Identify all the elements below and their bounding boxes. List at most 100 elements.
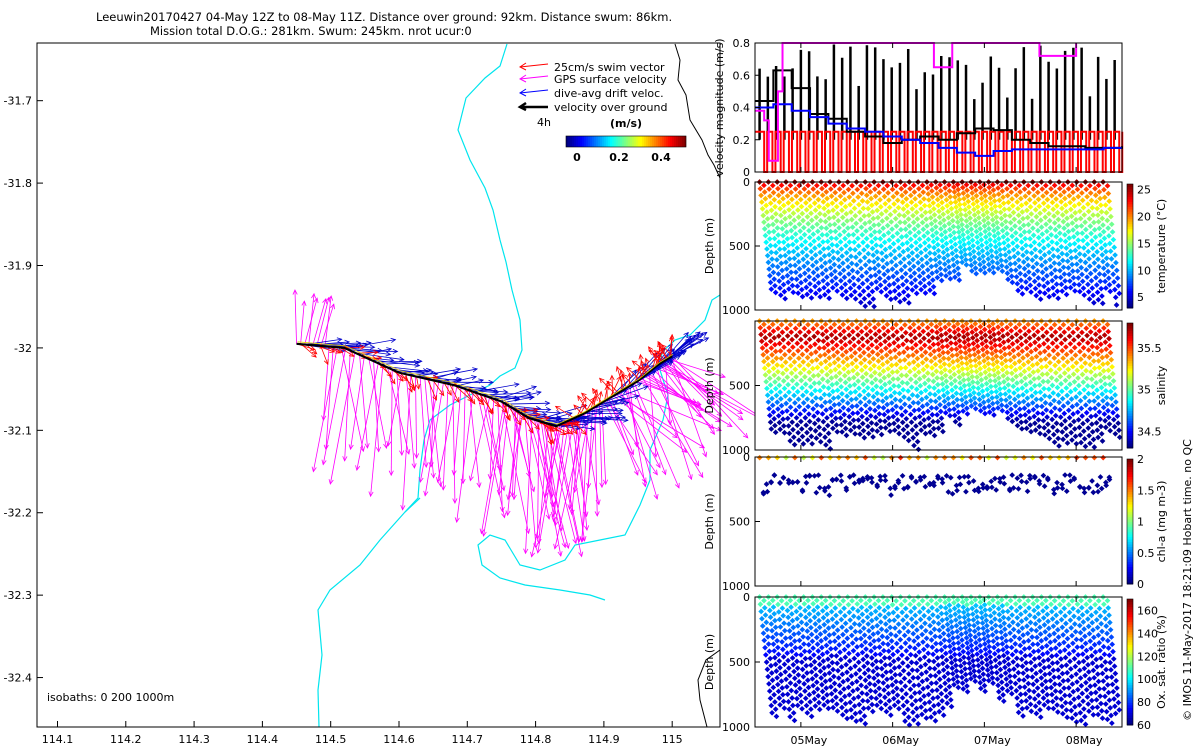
profile-sample	[1002, 218, 1009, 225]
legend-label: velocity over ground	[554, 101, 667, 114]
drift-vector	[695, 331, 701, 337]
gps-surface-vector	[657, 364, 761, 419]
profile-sample	[844, 218, 850, 224]
profile-sample	[949, 217, 956, 224]
colorbar-cell	[658, 136, 661, 147]
profile-sample	[928, 220, 935, 227]
profile-sample	[1062, 195, 1068, 202]
gps-surface-vector	[681, 447, 688, 453]
profile-sample	[843, 288, 849, 295]
profile-sample	[835, 256, 842, 263]
colorbar-tick: 0	[573, 151, 581, 164]
profile-sample	[1026, 228, 1033, 235]
profile-sample	[760, 212, 767, 219]
profile-sample	[1034, 182, 1040, 189]
profile-sample	[816, 203, 822, 210]
profile-sample	[764, 216, 771, 222]
profile-sample	[840, 182, 847, 189]
profile-sample	[978, 190, 984, 196]
gps-surface-vector	[535, 547, 541, 554]
profile-sample	[866, 292, 872, 299]
gps-surface-vector	[511, 494, 517, 501]
profile-sample	[940, 211, 947, 218]
profile-sample	[846, 271, 852, 277]
profile-sample	[771, 196, 778, 203]
swim-vector	[573, 404, 583, 415]
profile-sample	[1029, 257, 1036, 263]
profile-sample	[848, 216, 855, 223]
drift-vector	[469, 390, 499, 394]
gps-surface-vector	[627, 387, 646, 487]
y-tick-label: -32	[14, 342, 32, 355]
profile-sample	[818, 256, 824, 263]
profile-sample	[842, 281, 849, 288]
profile-sample	[919, 182, 926, 189]
profile-sample	[841, 189, 847, 196]
profile-sample	[943, 191, 949, 197]
profile-sample	[772, 289, 779, 296]
gps-surface-vector	[674, 482, 680, 489]
profile-sample	[858, 182, 864, 189]
profile-sample	[821, 291, 828, 298]
colorbar-cell	[622, 136, 625, 147]
profile-sample	[783, 229, 790, 235]
profile-sample	[892, 215, 899, 222]
colorbar-cell	[570, 136, 573, 147]
drift-vector	[455, 367, 462, 373]
profile-sample	[769, 214, 776, 221]
profile-sample	[799, 293, 806, 300]
drift-vector	[581, 400, 626, 416]
profile-sample	[783, 259, 789, 266]
y-tick-label: 0	[743, 451, 750, 464]
profile-sample	[805, 189, 812, 196]
profile-sample	[966, 204, 972, 210]
profile-sample	[825, 245, 832, 251]
profile-sample	[991, 227, 997, 234]
profile-sample	[837, 239, 844, 245]
profile-sample	[1056, 223, 1062, 230]
profile-sample	[981, 217, 987, 224]
swim-vector	[493, 398, 507, 413]
profile-sample	[1063, 245, 1070, 251]
profile-sample	[1053, 281, 1060, 288]
swim-vector	[657, 340, 663, 347]
gps-surface-vector	[424, 378, 435, 478]
profile-sample	[780, 232, 786, 239]
profile-sample	[995, 185, 1001, 191]
colorbar-cell	[592, 136, 595, 147]
profile-sample	[761, 226, 768, 232]
profile-sample	[982, 192, 989, 199]
profile-sample	[976, 220, 983, 227]
swim-vector	[355, 351, 378, 354]
profile-sample	[971, 254, 978, 260]
profile-sample	[1008, 189, 1015, 196]
profile-sample	[818, 224, 825, 231]
x-tick-label: 114.5	[315, 733, 347, 746]
swim-vector	[469, 390, 485, 406]
gps-surface-vector	[405, 374, 415, 469]
profile-sample	[988, 200, 994, 207]
swim-vector	[446, 390, 452, 396]
profile-sample	[961, 241, 968, 248]
colorbar-tick: 34.5	[1137, 425, 1162, 438]
profile-sample	[951, 189, 958, 195]
swim-vector	[405, 373, 413, 393]
y-tick-label: 500	[729, 380, 750, 393]
profile-sample	[1040, 238, 1046, 244]
profile-sample	[828, 235, 835, 241]
gps-surface-vector	[672, 433, 678, 439]
gps-surface-vector	[481, 531, 487, 537]
profile-sample	[1018, 277, 1024, 284]
profile-sample	[906, 223, 913, 229]
profile-sample	[843, 242, 849, 249]
gps-surface-vector	[454, 517, 460, 524]
profile-sample	[1025, 182, 1032, 189]
profile-sample	[904, 239, 910, 246]
y-tick-label: -31.8	[4, 177, 32, 190]
profile-sample	[952, 241, 959, 248]
profile-sample	[936, 208, 942, 215]
gps-surface-vector	[544, 425, 558, 498]
colorbar-cell	[664, 136, 667, 147]
profile-sample	[909, 206, 916, 212]
